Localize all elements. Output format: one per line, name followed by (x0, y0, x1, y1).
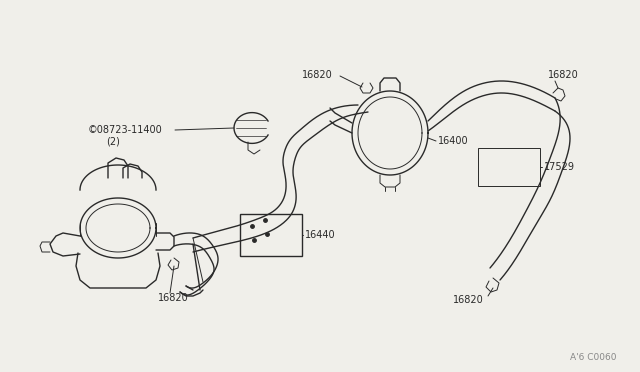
Text: ©08723-11400: ©08723-11400 (88, 125, 163, 135)
Text: 16820: 16820 (302, 70, 333, 80)
Text: (2): (2) (106, 137, 120, 147)
Text: 16400: 16400 (438, 136, 468, 146)
Text: 16820: 16820 (453, 295, 484, 305)
Text: 16820: 16820 (158, 293, 189, 303)
Bar (478, 148, 540, 186)
Text: 16820: 16820 (548, 70, 579, 80)
Text: A'6 C0060: A'6 C0060 (570, 353, 616, 362)
Bar (240, 214, 302, 256)
Text: 16440: 16440 (305, 230, 335, 240)
Text: 17529: 17529 (544, 162, 575, 172)
